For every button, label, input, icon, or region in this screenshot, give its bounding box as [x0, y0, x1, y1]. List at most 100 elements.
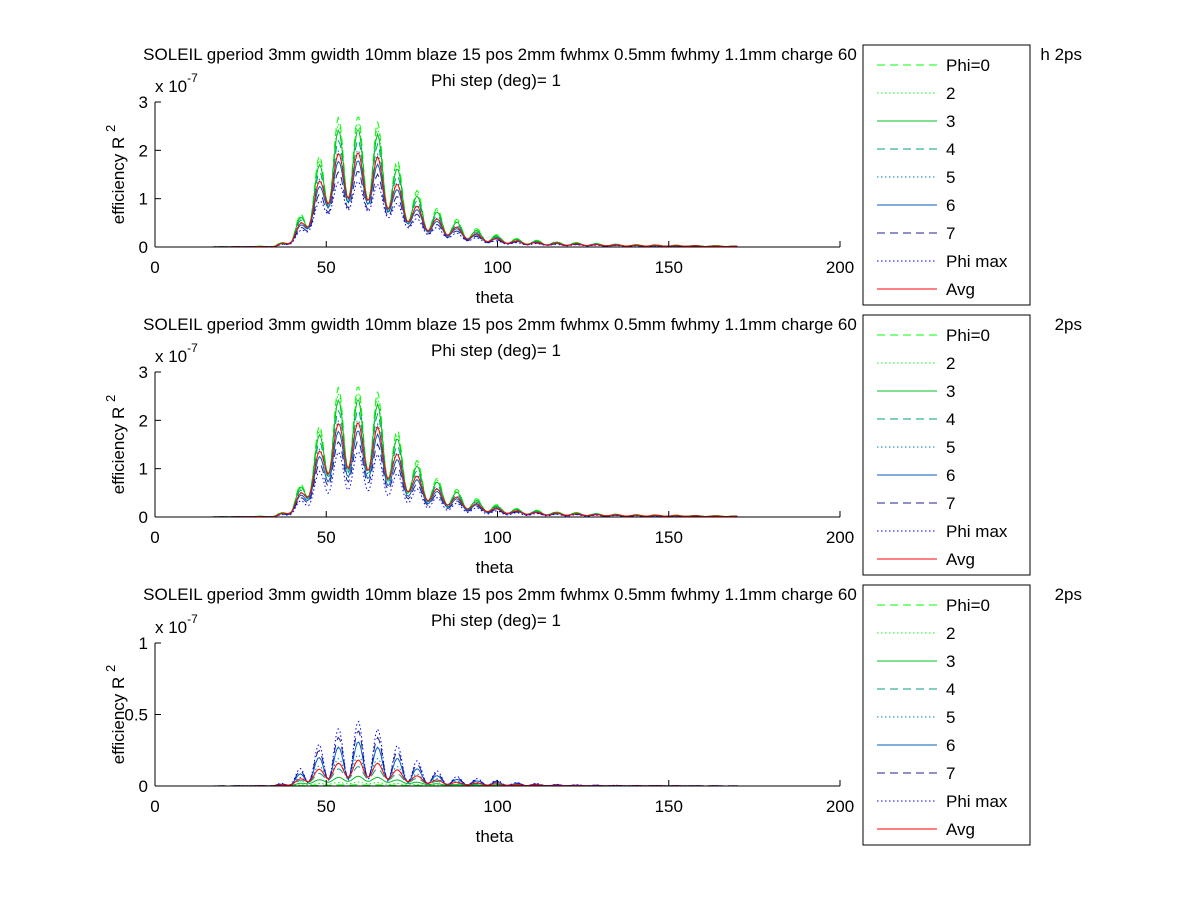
y-tick-label: 1 — [139, 190, 148, 209]
legend-entry: 4 — [946, 680, 955, 699]
legend-entry: 3 — [946, 382, 955, 401]
chart-subtitle: Phi step (deg)= 1 — [431, 611, 561, 630]
legend-entry: Phi=0 — [946, 56, 990, 75]
y-axis-label: efficiency R 2 — [103, 125, 128, 225]
x-axis-label: theta — [476, 288, 514, 307]
chart-subtitle: Phi step (deg)= 1 — [431, 71, 561, 90]
y-tick-label: 3 — [139, 363, 148, 382]
legend-entry: 3 — [946, 112, 955, 131]
legend-entry: 7 — [946, 224, 955, 243]
legend-entry: 5 — [946, 168, 955, 187]
legend-entry: 5 — [946, 438, 955, 457]
y-tick-label: 3 — [139, 93, 148, 112]
x-tick-label: 50 — [317, 797, 336, 816]
legend-entry: Avg — [946, 550, 975, 569]
series-line-7 — [206, 170, 738, 248]
series-line-5 — [206, 420, 738, 518]
y-axis-label: efficiency R 2 — [103, 665, 128, 765]
legend-entry: 4 — [946, 410, 955, 429]
legend-entry: Phi=0 — [946, 326, 990, 345]
y-tick-label: 0.5 — [124, 706, 148, 725]
legend-entry: 2 — [946, 354, 955, 373]
y-tick-label: 2 — [139, 411, 148, 430]
legend-box — [862, 314, 1031, 576]
y-tick-label: 0 — [139, 238, 148, 257]
series-line-4 — [206, 139, 738, 248]
legend-box — [862, 584, 1031, 846]
chart-subtitle: Phi step (deg)= 1 — [431, 341, 561, 360]
series-line-2 — [206, 122, 738, 248]
y-exponent-label: x 10-7 — [155, 71, 198, 96]
y-tick-label: 0 — [139, 777, 148, 796]
x-tick-label: 200 — [826, 258, 854, 277]
legend-entry: 6 — [946, 196, 955, 215]
chart-title: SOLEIL gperiod 3mm gwidth 10mm blaze 15 … — [143, 315, 857, 334]
x-axis-label: theta — [476, 827, 514, 846]
x-tick-label: 0 — [150, 258, 159, 277]
legend-entry: Phi max — [946, 792, 1008, 811]
chart-title: SOLEIL gperiod 3mm gwidth 10mm blaze 15 … — [143, 45, 857, 64]
series-line-9 — [206, 422, 738, 518]
subplot-2: 0 50 100 150 200 0 1 2 3 x 10-7 theta efficiency R … — [103, 314, 1082, 577]
legend: Phi=0 2 3 4 5 6 7 Phi max Avg — [862, 44, 1031, 306]
series-line-5 — [206, 150, 738, 248]
x-tick-label: 50 — [317, 528, 336, 547]
y-tick-label: 1 — [139, 634, 148, 653]
legend-entry: 6 — [946, 466, 955, 485]
legend: Phi=0 2 3 4 5 6 7 Phi max Avg — [862, 584, 1031, 846]
x-tick-label: 150 — [655, 797, 683, 816]
x-tick-label: 200 — [826, 528, 854, 547]
legend-entry: 4 — [946, 140, 955, 159]
y-exponent-label: x 10-7 — [155, 341, 198, 366]
series-line-4 — [206, 409, 738, 518]
series-line-1 — [206, 385, 738, 518]
series-line-7 — [206, 730, 738, 787]
x-tick-label: 50 — [317, 258, 336, 277]
y-tick-label: 0 — [139, 508, 148, 527]
x-tick-label: 100 — [483, 258, 511, 277]
x-tick-label: 150 — [655, 258, 683, 277]
y-exponent-label: x 10-7 — [155, 612, 198, 637]
y-axis-label: efficiency R 2 — [103, 395, 128, 495]
legend-entry: Phi max — [946, 522, 1008, 541]
legend-entry: Avg — [946, 280, 975, 299]
subplot-1: 0 50 100 150 200 0 1 2 3 x 10-7 theta efficiency R … — [103, 44, 1082, 307]
chart-title: SOLEIL gperiod 3mm gwidth 10mm blaze 15 … — [143, 585, 857, 604]
legend: Phi=0 2 3 4 5 6 7 Phi max Avg — [862, 314, 1031, 576]
legend-entry: 2 — [946, 84, 955, 103]
y-tick-label: 1 — [139, 460, 148, 479]
series-line-3 — [206, 399, 738, 518]
series-line-8 — [206, 720, 738, 787]
series-line-2 — [206, 392, 738, 518]
subplot-3: 0 50 100 150 200 0 0.5 1 x 10-7 theta efficiency R… — [103, 584, 1082, 846]
x-axis-label: theta — [476, 558, 514, 577]
legend-entry: Avg — [946, 820, 975, 839]
x-tick-label: 0 — [150, 528, 159, 547]
x-tick-label: 200 — [826, 797, 854, 816]
legend-entry: 5 — [946, 708, 955, 727]
y-tick-label: 2 — [139, 141, 148, 160]
x-tick-label: 100 — [483, 797, 511, 816]
chart-title-tail: 2ps — [1055, 315, 1082, 334]
x-tick-label: 150 — [655, 528, 683, 547]
chart-title-tail: 2ps — [1055, 585, 1082, 604]
legend-entry: Phi=0 — [946, 596, 990, 615]
legend-entry: 6 — [946, 736, 955, 755]
legend-entry: 3 — [946, 652, 955, 671]
series-line-3 — [206, 129, 738, 248]
series-line-6 — [206, 741, 738, 787]
legend-entry: 7 — [946, 494, 955, 513]
x-tick-label: 0 — [150, 797, 159, 816]
x-tick-label: 100 — [483, 528, 511, 547]
series-line-5 — [206, 754, 738, 787]
legend-entry: Phi max — [946, 252, 1008, 271]
series-line-9 — [206, 152, 738, 248]
legend-box — [862, 44, 1031, 306]
legend-entry: 7 — [946, 764, 955, 783]
series-line-1 — [206, 115, 738, 248]
legend-entry: 2 — [946, 624, 955, 643]
series-line-2 — [206, 781, 738, 787]
chart-title-tail: h 2ps — [1040, 45, 1082, 64]
series-line-7 — [206, 440, 738, 518]
